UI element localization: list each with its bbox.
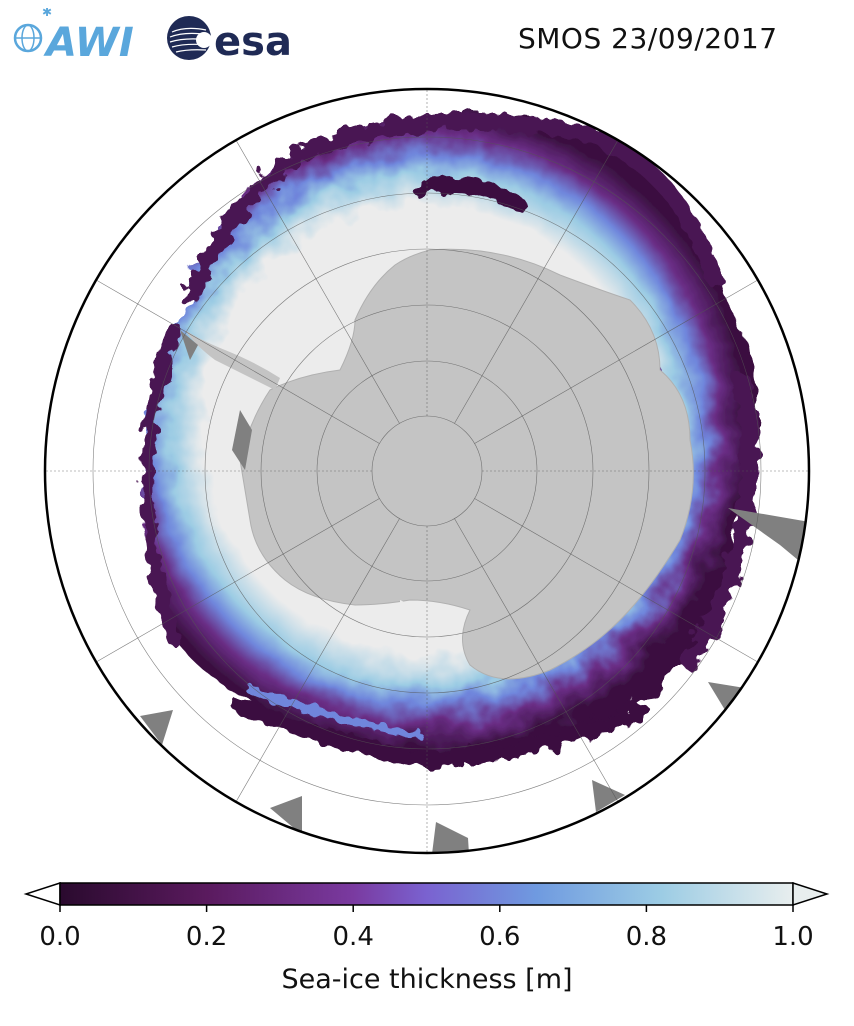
colorbar-tick-label: 0.6	[479, 922, 521, 952]
colorbar-tick-label: 0.4	[332, 922, 374, 952]
missing-data	[140, 330, 809, 853]
meridians	[45, 89, 809, 853]
antarctica-landmass	[185, 248, 694, 680]
colorbar-extend-low	[23, 881, 61, 907]
colorbar-tick-label: 1.0	[772, 922, 814, 952]
colorbar-tick-label: 0.0	[39, 922, 81, 952]
colorbar-extend-high	[792, 881, 830, 907]
map-title: SMOS 23/09/2017	[518, 22, 778, 55]
colorbar-tick-label: 0.2	[185, 922, 228, 952]
colorbar	[23, 881, 830, 912]
svg-text:✱: ✱	[42, 8, 52, 19]
colorbar-gradient	[59, 882, 794, 906]
logos: ✱ AWI esa	[13, 8, 292, 64]
thin-ice-rim	[140, 113, 759, 769]
awi-logo: ✱ AWI	[13, 8, 134, 64]
sea-ice-map	[43, 87, 811, 855]
map-boundary	[43, 87, 811, 855]
esa-logo-text: esa	[214, 19, 292, 64]
awi-logo-text: AWI	[43, 20, 134, 64]
colorbar-label: Sea-ice thickness [m]	[281, 964, 573, 995]
colorbar-ticks	[59, 905, 794, 912]
esa-logo: esa	[167, 16, 292, 64]
colorbar-tick-label: 0.8	[625, 922, 668, 952]
